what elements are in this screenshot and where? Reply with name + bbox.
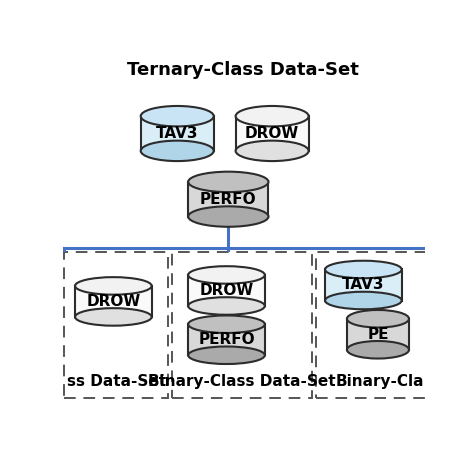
Ellipse shape — [325, 261, 401, 278]
Bar — [316, 252, 444, 398]
Ellipse shape — [188, 206, 268, 227]
Text: DROW: DROW — [245, 126, 299, 141]
Ellipse shape — [236, 106, 309, 127]
Bar — [188, 324, 265, 355]
Bar — [141, 116, 214, 151]
Bar — [75, 286, 152, 317]
Bar — [347, 319, 409, 350]
Ellipse shape — [75, 277, 152, 295]
Ellipse shape — [188, 266, 265, 284]
Bar — [188, 275, 265, 306]
Bar — [325, 270, 401, 301]
Ellipse shape — [188, 297, 265, 315]
Text: Ternary-Class Data-Set: Ternary-Class Data-Set — [127, 61, 359, 79]
Text: ss Data-Set: ss Data-Set — [67, 374, 166, 389]
Ellipse shape — [188, 172, 268, 192]
Text: DROW: DROW — [86, 294, 140, 309]
Ellipse shape — [188, 346, 265, 364]
Text: Binary-Cla: Binary-Cla — [336, 374, 424, 389]
Bar — [64, 252, 168, 398]
Ellipse shape — [141, 141, 214, 161]
Text: TAV3: TAV3 — [342, 277, 384, 292]
Text: TAV3: TAV3 — [156, 126, 199, 141]
Text: DROW: DROW — [200, 283, 254, 298]
Text: PERFO: PERFO — [198, 332, 255, 347]
Bar — [236, 116, 309, 151]
Text: PERFO: PERFO — [200, 191, 256, 207]
Ellipse shape — [236, 141, 309, 161]
Ellipse shape — [141, 106, 214, 127]
Text: Binary-Class Data-Set: Binary-Class Data-Set — [148, 374, 336, 389]
Bar — [172, 252, 312, 398]
Ellipse shape — [188, 316, 265, 333]
Bar — [188, 182, 268, 217]
Ellipse shape — [325, 292, 401, 309]
Ellipse shape — [75, 308, 152, 326]
Ellipse shape — [347, 341, 409, 358]
Ellipse shape — [347, 310, 409, 328]
Text: PE: PE — [367, 327, 389, 342]
